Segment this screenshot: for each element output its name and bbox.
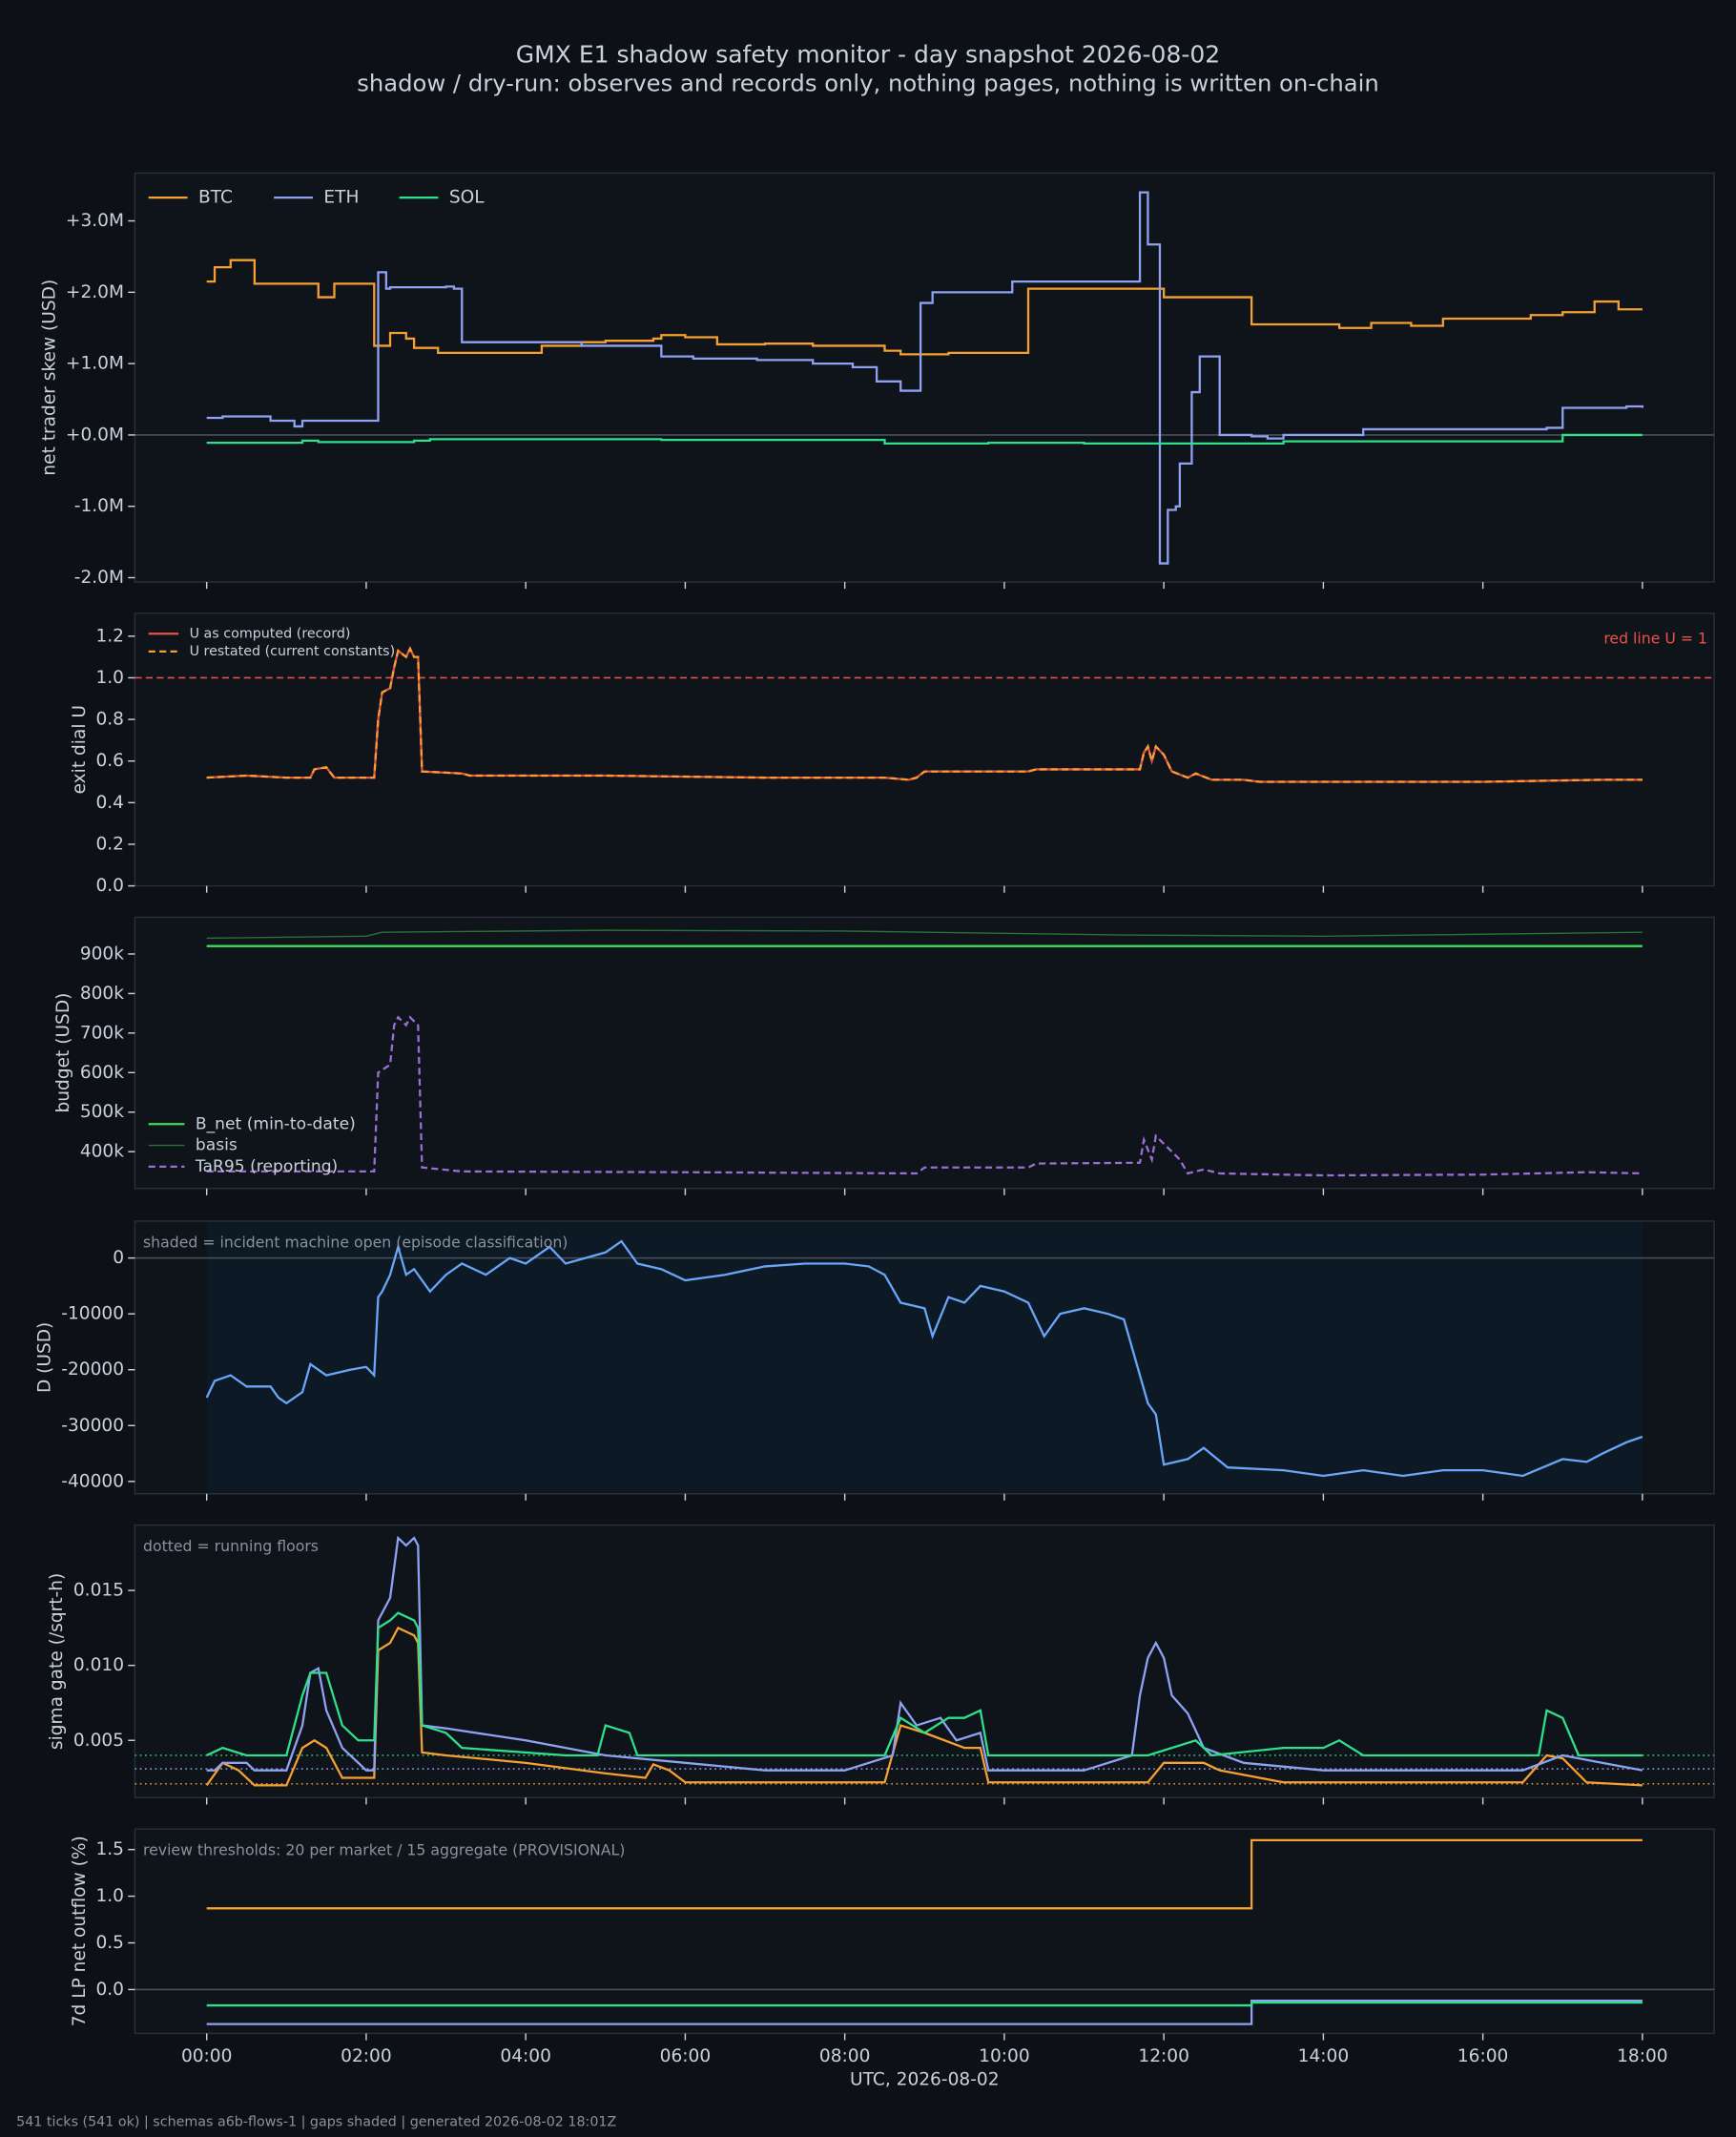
y-tick-label: 900k [80,944,124,964]
subtitle: shadow / dry-run: observes and records o… [357,70,1379,97]
legend-label: ETH [323,188,359,208]
series-line [205,1626,1643,1787]
footer: 541 ticks (541 ok) | schemas a6b-flows-1… [16,2114,616,2129]
legend-label: TaR95 (reporting) [195,1157,338,1176]
plot-area [134,172,1715,583]
legend-label: basis [196,1136,238,1155]
annotation: red line U = 1 [1603,630,1707,648]
series-line [206,2002,1643,2007]
y-axis-label: exit dial U [70,705,90,794]
legend-label: BTC [198,188,233,208]
y-tick-label: 1.5 [95,1839,124,1859]
series-line [206,1015,1643,1177]
legend-label: U as computed (record) [190,626,351,641]
y-tick-label: 0.5 [95,1933,124,1953]
legend-label: SOL [449,188,485,208]
series-line [206,2000,1643,2025]
series-line [206,191,1644,565]
y-tick-label: -30000 [61,1416,124,1436]
y-axis-label: budget (USD) [53,993,73,1113]
x-tick-label: 04:00 [500,2046,551,2066]
series-line [206,1611,1643,1757]
y-tick-label: +1.0M [66,354,124,374]
series-line [206,929,1643,940]
panel: -40000 -30000 -20000 -10000 0 D (USD) shaded =… [35,1220,1715,1501]
plot-area [134,612,1715,887]
annotation: shaded = incident machine open (episode … [143,1233,568,1251]
plot-area [134,1524,1715,1799]
annotation: review thresholds: 20 per market / 15 ag… [143,1841,625,1859]
annotation: dotted = running floors [143,1537,319,1555]
x-tick-label: 16:00 [1457,2046,1508,2066]
series-line [206,646,1643,783]
y-tick-label: 0.015 [73,1581,124,1601]
x-tick-label: 08:00 [819,2046,871,2066]
y-tick-label: 0.6 [95,751,124,771]
y-tick-label: +0.0M [66,425,124,445]
x-tick-label: 12:00 [1138,2046,1189,2066]
y-tick-label: 0.2 [95,834,124,854]
x-tick-label: 18:00 [1617,2046,1668,2066]
series-line [206,1535,1643,1772]
y-tick-label: -10000 [61,1304,124,1324]
y-tick-label: 0.005 [73,1731,124,1751]
x-tick-label: 14:00 [1298,2046,1350,2066]
plot-area [134,1828,1715,2035]
panel: 0.0 0.2 0.4 0.6 0.8 1.0 1.2 exit dial U U as com… [70,612,1715,896]
y-tick-label: 0 [113,1248,124,1268]
series-line [206,433,1643,446]
legend-label: B_net (min-to-date) [196,1114,356,1133]
y-tick-label: 1.0 [95,668,124,688]
x-axis-label: UTC, 2026-08-02 [850,2070,999,2090]
series-line [205,1239,1643,1478]
y-axis-label: D (USD) [35,1322,55,1393]
x-tick-label: 02:00 [341,2046,392,2066]
plot-area [134,916,1715,1190]
y-tick-label: 0.0 [95,876,124,896]
y-tick-label: 400k [80,1142,124,1162]
y-axis-label: net trader skew (USD) [39,280,59,476]
y-tick-label: 1.0 [95,1886,124,1906]
y-tick-label: 600k [80,1063,124,1083]
panel: 0.0 0.5 1.0 1.57d LP net outflow (%) 00:00 02… [70,1828,1715,2090]
x-tick-label: 10:00 [979,2046,1030,2066]
y-tick-label: 800k [80,984,124,1004]
y-tick-label: 0.4 [95,793,124,813]
y-tick-label: 700k [80,1023,124,1043]
panel: 400k 500k 600k 700k 800k 900k budget (USD) B_ne… [53,916,1715,1195]
x-tick-label: 00:00 [181,2046,233,2066]
legend-label: U restated (current constants) [190,644,396,659]
y-tick-label: -20000 [61,1359,124,1380]
y-tick-label: -40000 [61,1471,124,1491]
panel: -2.0M -1.0M +0.0M +1.0M +2.0M +3.0M net trader… [39,172,1715,590]
y-tick-label: 1.2 [95,626,124,646]
title: GMX E1 shadow safety monitor - day snaps… [516,41,1220,69]
y-tick-label: 0.010 [73,1655,124,1675]
panel: 0.005 0.010 0.015 sigma gate (/sqrt-h) dotte… [47,1524,1715,1805]
y-tick-label: 0.8 [95,710,124,730]
y-axis-label: sigma gate (/sqrt-h) [47,1573,67,1750]
y-tick-label: 500k [80,1102,124,1122]
series-line [206,1838,1643,1910]
y-tick-label: -1.0M [74,496,124,516]
y-axis-label: 7d LP net outflow (%) [70,1836,90,2026]
y-tick-label: 0.0 [95,1980,124,2000]
y-tick-label: -2.0M [74,568,124,588]
y-tick-label: +3.0M [66,211,124,231]
series-line [206,259,1643,356]
x-tick-label: 06:00 [660,2046,712,2066]
shaded-region [206,1222,1643,1493]
y-tick-label: +2.0M [66,282,124,302]
